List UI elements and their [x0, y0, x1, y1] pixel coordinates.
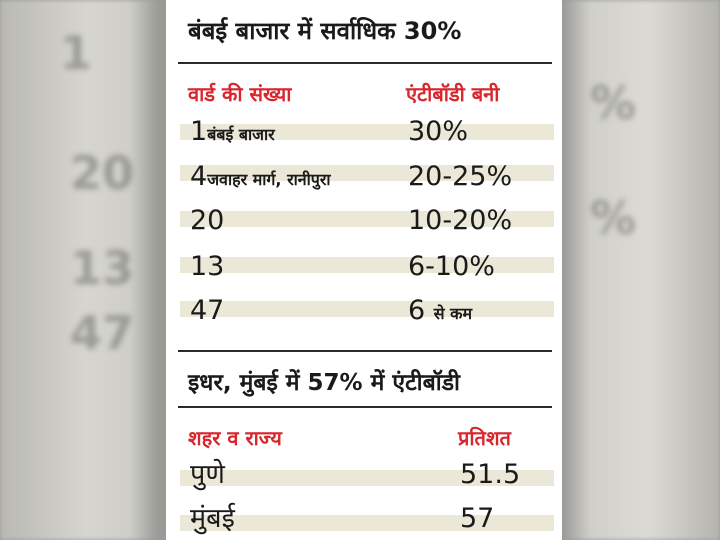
table2-header-percent: प्रतिशत — [458, 426, 511, 450]
divider — [178, 406, 552, 408]
row-stripe — [180, 515, 554, 531]
ghost-text-left: 20 — [70, 146, 135, 200]
row-stripe — [180, 470, 554, 486]
divider — [178, 62, 552, 64]
ghost-text-left: 13 — [70, 241, 135, 295]
table1-header-ward: वार्ड की संख्या — [188, 82, 292, 106]
ward-number: 13 — [190, 251, 225, 282]
value-suffix: से कम — [433, 304, 473, 323]
antibody-value: 30% — [408, 116, 469, 147]
city-name: पुणे — [190, 459, 225, 490]
antibody-value: 20-25% — [408, 161, 513, 192]
table1-header-antibody: एंटीबॉडी बनी — [406, 82, 500, 106]
table-row: 4जवाहर मार्ग, रानीपुरा — [190, 163, 331, 190]
ward-number: 20 — [190, 205, 225, 236]
table2-title: इधर, मुंबई में 57% में एंटीबॉडी — [188, 370, 460, 396]
percent-value: 51.5 — [460, 459, 521, 490]
ghost-text-left: 1 — [60, 26, 93, 80]
row-stripe — [180, 257, 554, 273]
city-name: मुंबई — [190, 503, 235, 534]
row-stripe — [180, 211, 554, 227]
table-row: 1बंबई बाजार — [190, 118, 275, 145]
value-number: 6 — [408, 295, 426, 326]
ward-name: जवाहर मार्ग, रानीपुरा — [207, 170, 331, 189]
ghost-text-left: 47 — [70, 306, 135, 360]
ward-name: बंबई बाजार — [207, 125, 275, 144]
ward-number: 4 — [190, 161, 208, 192]
antibody-value: 10-20% — [408, 205, 513, 236]
ward-number: 47 — [190, 295, 225, 326]
infographic-card: बंबई बाजार में सर्वाधिक 30% वार्ड की संख… — [166, 0, 562, 540]
percent-value: 57 — [460, 503, 495, 534]
ghost-text-right: % — [590, 76, 637, 130]
divider — [178, 350, 552, 352]
row-stripe — [180, 124, 554, 140]
table2-header-city: शहर व राज्य — [188, 426, 282, 450]
ward-number: 1 — [190, 116, 208, 147]
table1-title: बंबई बाजार में सर्वाधिक 30% — [188, 17, 462, 45]
antibody-value: 6-10% — [408, 251, 495, 282]
ghost-text-right: % — [590, 191, 637, 245]
row-stripe — [180, 301, 554, 317]
row-stripe — [180, 165, 554, 181]
antibody-value: 6 से कम — [408, 297, 472, 324]
